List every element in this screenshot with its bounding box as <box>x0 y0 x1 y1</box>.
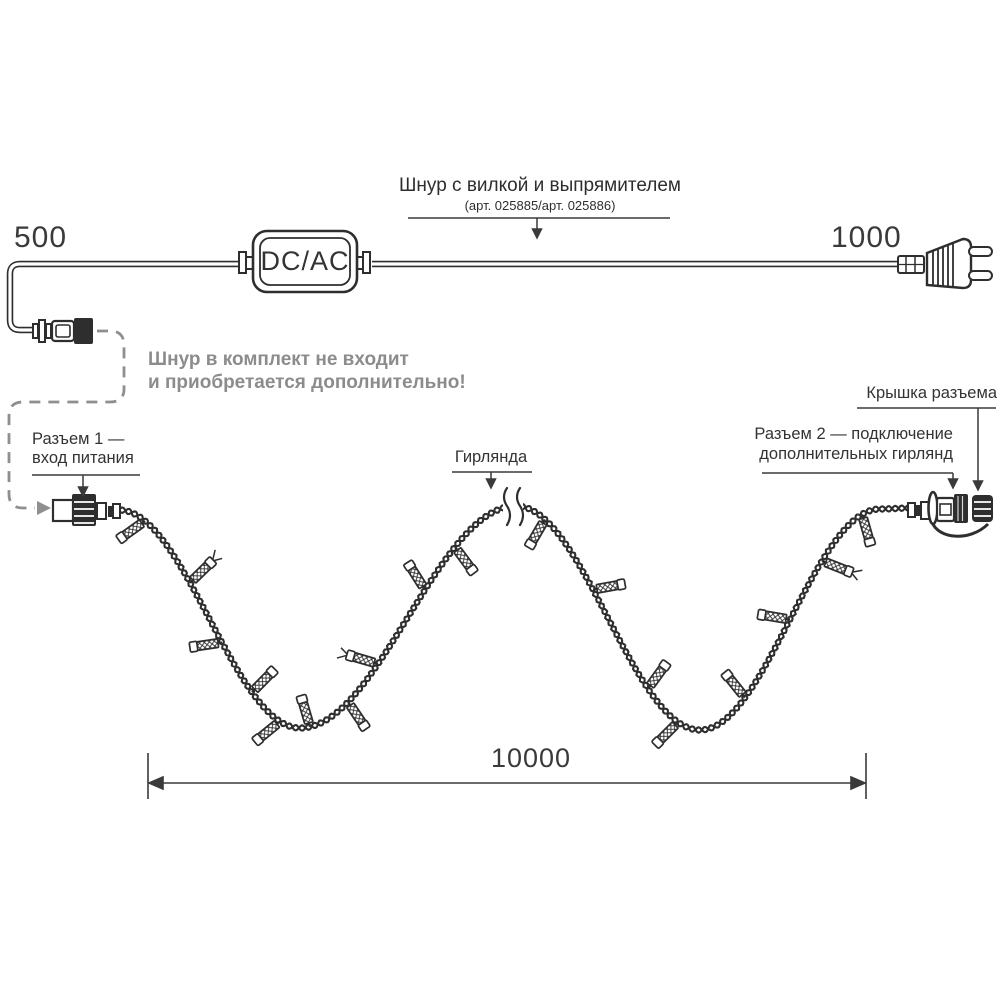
wire-whiskers-icon <box>336 647 348 659</box>
arrow-right-icon <box>850 775 868 791</box>
dimension-10000-label: 10000 <box>490 743 572 773</box>
led-bulb <box>592 578 627 594</box>
connector-cap <box>972 495 993 522</box>
led-bulb <box>858 514 877 548</box>
led-bulb <box>188 638 223 653</box>
cap-label: Крышка разъема <box>866 384 997 402</box>
power-plug <box>897 237 993 290</box>
led-bulb <box>251 665 279 694</box>
led-bulb <box>346 701 371 732</box>
arrow-left-icon <box>146 775 164 791</box>
connector2-label-line1: Разъем 2 — подключение <box>754 425 953 443</box>
led-bulb <box>523 518 548 551</box>
garland-string <box>115 486 911 749</box>
garland-label: Гирлянда <box>454 448 528 466</box>
arrow-down-icon <box>947 478 959 490</box>
wire-whiskers-icon <box>212 549 223 562</box>
dashed-connection-path <box>7 329 126 515</box>
dimension-500-label: 500 <box>14 221 68 254</box>
break-squiggle-icon <box>502 486 512 527</box>
led-bulb <box>295 693 314 728</box>
led-bulb <box>189 549 223 584</box>
dcac-label: DC/AC <box>260 246 350 276</box>
garland-connector2 <box>907 490 993 538</box>
led-bulb <box>453 546 479 577</box>
gray-arrow-icon <box>37 501 51 515</box>
led-bulb <box>646 659 672 690</box>
dimension-1000-label: 1000 <box>831 221 902 254</box>
led-bulb <box>115 519 146 545</box>
arrow-down-icon <box>531 228 543 240</box>
led-bulb <box>720 668 747 699</box>
arrow-down-icon <box>77 486 89 498</box>
led-bulb <box>821 557 863 581</box>
arrow-down-icon <box>485 478 497 490</box>
led-bulb <box>251 720 281 747</box>
power-cord-assembly <box>6 229 993 344</box>
garland-connector1 <box>51 494 121 526</box>
arrow-down-icon <box>972 480 984 492</box>
connector1-label-line1: Разъем 1 — <box>32 430 125 448</box>
led-bulb <box>403 559 427 591</box>
dcac-converter-box <box>238 229 371 294</box>
note-line1: Шнур в комплект не входит <box>148 349 409 370</box>
break-squiggle-icon <box>515 486 525 527</box>
garland-wire <box>118 502 911 734</box>
cord-title: Шнур с вилкой и выпрямителем <box>399 175 681 196</box>
led-bulb <box>336 647 379 668</box>
dimension-10000 <box>146 753 868 799</box>
wire-whiskers-icon <box>851 569 863 581</box>
led-bulb <box>756 608 791 624</box>
cord-article-numbers: (арт. 025885/арт. 025886) <box>464 198 616 213</box>
led-bulb <box>651 721 679 749</box>
connector1-label-line2: вход питания <box>32 449 134 467</box>
note-line2: и приобретается дополнительно! <box>148 372 466 393</box>
cord-connector <box>32 318 93 344</box>
connector2-label-line2: дополнительных гирлянд <box>759 445 953 463</box>
callout-leaders <box>32 217 996 498</box>
garland-wire <box>118 502 911 734</box>
